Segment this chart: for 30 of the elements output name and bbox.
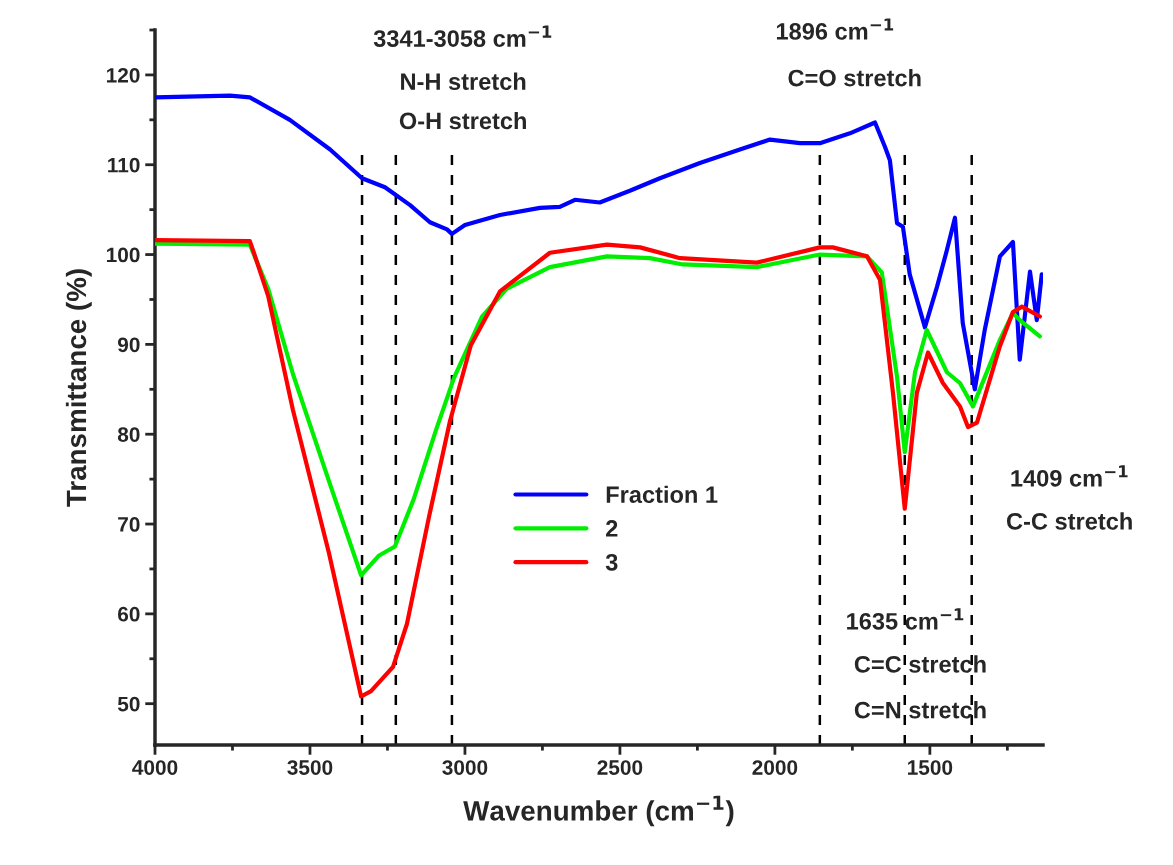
x-tick-label: 4000 [132, 760, 178, 775]
annotation: C=C stretch [854, 655, 986, 673]
y-tick-label: 90 [117, 337, 140, 353]
annotation: 1896 cm$^{−1}$ [776, 18, 894, 40]
legend-label: 2 [606, 520, 618, 537]
y-axis-title: Transmittance (%) [65, 269, 92, 507]
y-tick-label: 100 [106, 247, 140, 263]
line-series [155, 93, 1043, 392]
y-tick-label: 70 [118, 517, 140, 532]
annotation: C=N stretch [854, 701, 986, 719]
legend-label: 3 [605, 553, 618, 571]
annotation: C=O stretch [788, 69, 921, 87]
x-tick-label: 2500 [597, 760, 643, 775]
y-tick-label: 110 [108, 157, 140, 173]
x-tick-label: 3000 [442, 760, 488, 775]
y-tick-label: 50 [117, 696, 140, 712]
y-tick-label: 120 [106, 67, 140, 83]
annotation: N-H stretch [401, 72, 526, 90]
y-tick-label: 80 [117, 427, 140, 442]
x-axis-title: Wavenumber (cm$^{−1}$) [463, 795, 734, 827]
annotation: C-C stretch [1006, 512, 1132, 530]
y-tick-label: 60 [118, 606, 140, 622]
x-tick-label: 1500 [908, 760, 953, 775]
annotation: O-H stretch [399, 111, 526, 130]
annotation: 1409 cm$^{−1}$ [1011, 465, 1128, 487]
x-tick-label: 3500 [287, 760, 333, 775]
legend-label: Fraction 1 [606, 485, 718, 504]
annotation: 3341-3058 cm$^{−1}$ [373, 25, 552, 47]
annotation: 1635 cm$^{−1}$ [847, 608, 964, 630]
x-tick-label: 2000 [752, 760, 798, 775]
